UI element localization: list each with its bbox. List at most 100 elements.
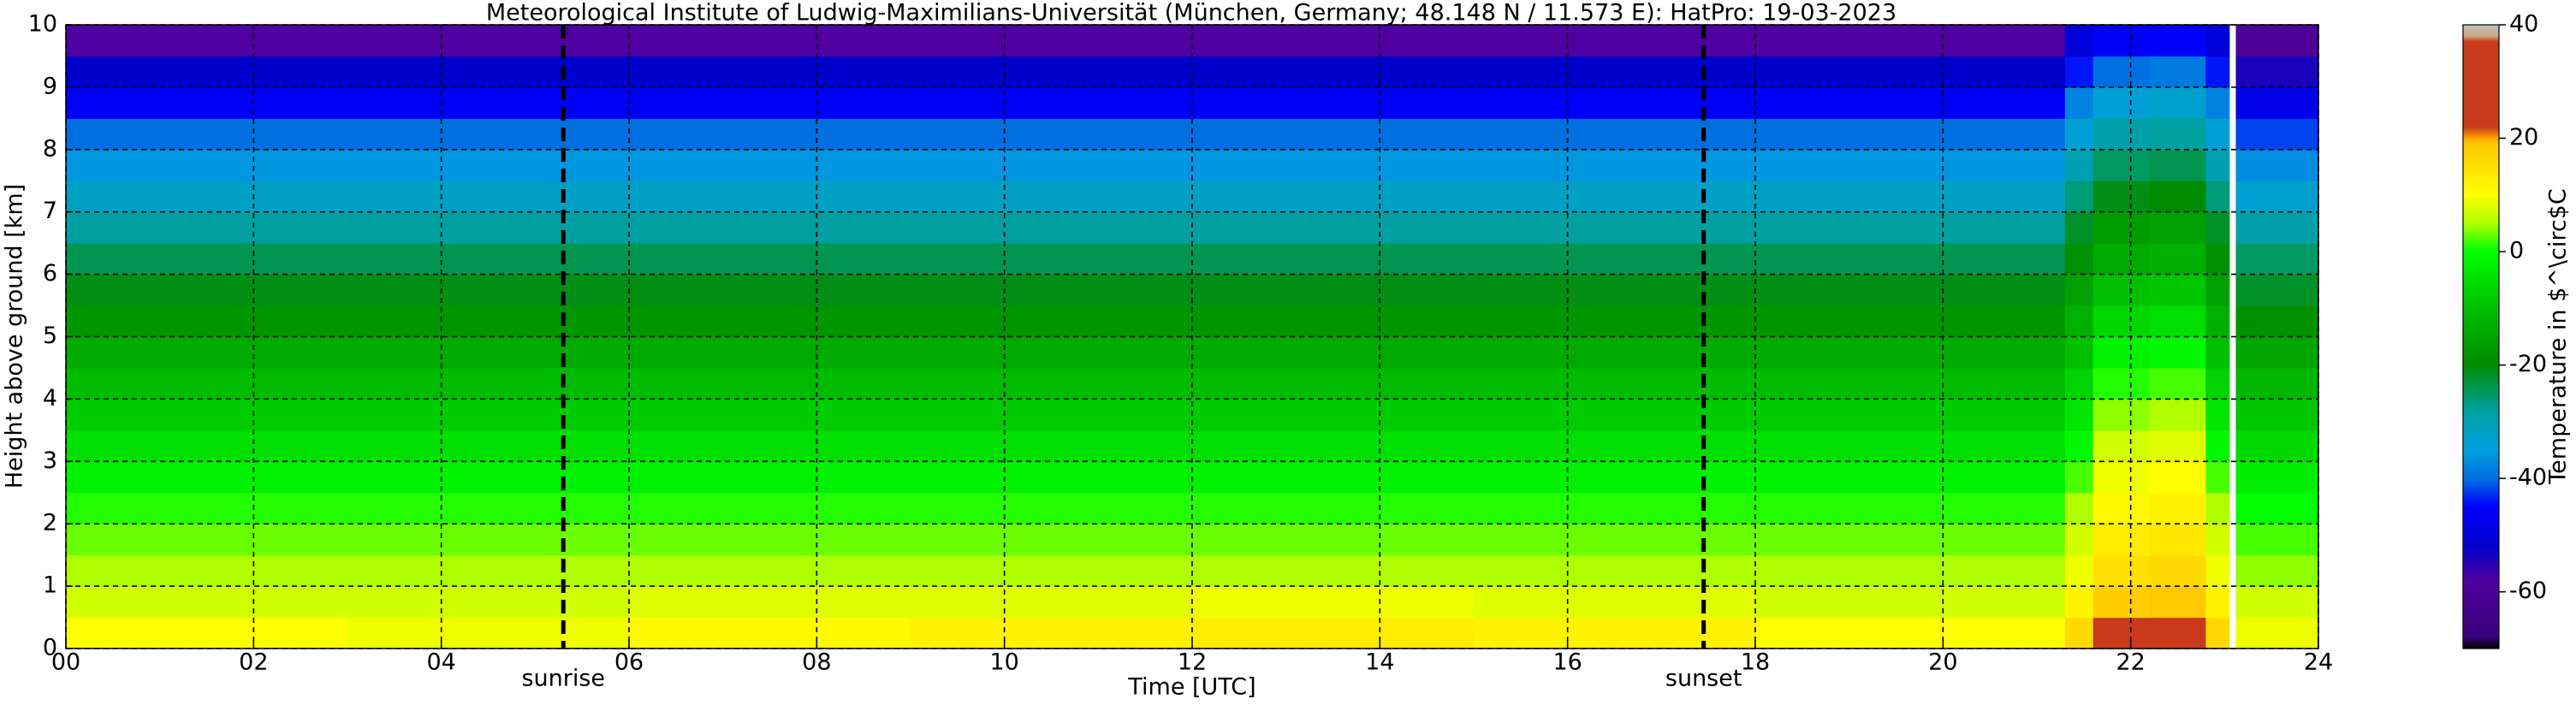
heat-cell — [2235, 336, 2319, 369]
heat-cell — [1755, 336, 2066, 369]
colorbar-tick-label: -20 — [2509, 351, 2547, 377]
heat-cell — [1192, 336, 1475, 369]
heat-cell — [911, 399, 1193, 431]
heat-cell — [2205, 586, 2230, 619]
heat-cell — [629, 492, 911, 524]
heat-cell — [66, 461, 348, 494]
heat-cell — [347, 181, 630, 213]
heat-cell — [1474, 492, 1756, 524]
heat-cell — [911, 25, 1193, 57]
heat-cell — [2235, 274, 2319, 306]
y-axis-label: Height above ground [km] — [2, 184, 28, 489]
heat-cell — [2064, 430, 2094, 462]
heat-cell — [629, 211, 911, 244]
heat-cell — [1474, 586, 1756, 619]
heat-cell — [1755, 274, 2066, 306]
colorbar-tick-label: -60 — [2509, 578, 2547, 604]
heat-cell — [347, 305, 630, 338]
heat-cell — [1192, 461, 1475, 494]
heat-cell — [1755, 305, 2066, 338]
heat-cell — [911, 492, 1193, 524]
heat-cell — [2149, 211, 2206, 244]
heat-cell — [2149, 586, 2206, 619]
x-tick-label: 04 — [426, 649, 455, 676]
heat-cell — [1755, 399, 2066, 431]
heat-cell — [66, 211, 348, 244]
heat-cell — [66, 86, 348, 119]
heat-cell — [911, 305, 1193, 338]
heat-cell — [2149, 430, 2206, 462]
event-label: sunset — [1665, 666, 1742, 692]
heat-cell — [911, 367, 1193, 400]
heat-cell — [66, 554, 348, 587]
heat-cell — [347, 336, 630, 369]
heat-cell — [66, 399, 348, 431]
heat-cell — [66, 492, 348, 524]
heat-cell — [629, 524, 911, 556]
heat-cell — [2092, 461, 2151, 494]
colorbar-tick-label: 40 — [2509, 11, 2538, 38]
heat-cell — [2149, 461, 2206, 494]
heat-cell — [347, 211, 630, 244]
heat-cell — [2149, 25, 2206, 57]
heat-cell — [2205, 524, 2230, 556]
heat-cell — [911, 181, 1193, 213]
heat-cell — [911, 617, 1193, 649]
heat-cell — [1474, 336, 1756, 369]
chart-title: Meteorological Institute of Ludwig-Maxim… — [486, 0, 1896, 27]
heat-cell — [2235, 211, 2319, 244]
heat-cell — [1755, 243, 2066, 275]
x-tick-label: 00 — [51, 649, 80, 676]
heat-cell — [911, 524, 1193, 556]
heat-cell — [1192, 492, 1475, 524]
colorbar-label: Temperature in $^\circ$C — [2545, 188, 2572, 484]
heat-cell — [66, 25, 348, 57]
x-tick-label: 08 — [802, 649, 831, 676]
heat-cell — [2092, 149, 2151, 181]
heat-cell — [2064, 149, 2094, 181]
heat-cell — [629, 56, 911, 88]
heat-cell — [1474, 305, 1756, 338]
heat-cell — [2092, 118, 2151, 151]
heat-cell — [2149, 149, 2206, 181]
heat-cell — [1474, 149, 1756, 181]
heat-cell — [347, 617, 630, 649]
heat-cell — [1755, 181, 2066, 213]
heat-cell — [66, 305, 348, 338]
colorbar-tick-label: 20 — [2509, 124, 2538, 151]
heat-cell — [1755, 86, 2066, 119]
heat-cell — [2149, 274, 2206, 306]
heat-cell — [2205, 25, 2230, 57]
heat-cell — [2235, 617, 2319, 649]
heat-cell — [629, 243, 911, 275]
heat-cell — [2149, 243, 2206, 275]
heat-cell — [2092, 524, 2151, 556]
heat-cell — [2149, 86, 2206, 119]
heat-cell — [2149, 554, 2206, 587]
heat-cell — [2064, 118, 2094, 151]
heat-cell — [629, 586, 911, 619]
heat-cell — [2235, 56, 2319, 88]
heat-cell — [1192, 586, 1475, 619]
heat-cell — [1474, 25, 1756, 57]
heat-cell — [1192, 181, 1475, 213]
heat-cell — [347, 524, 630, 556]
heat-cell — [629, 118, 911, 151]
heat-cell — [347, 586, 630, 619]
x-tick-label: 12 — [1178, 649, 1207, 676]
heat-cell — [2092, 336, 2151, 369]
heat-cell — [66, 586, 348, 619]
heat-cell — [911, 243, 1193, 275]
heat-cell — [2205, 367, 2230, 400]
x-tick-label: 14 — [1365, 649, 1394, 676]
heat-cell — [1755, 461, 2066, 494]
heat-cell — [2235, 461, 2319, 494]
heat-cell — [629, 461, 911, 494]
heat-cell — [2064, 554, 2094, 587]
heat-cell — [2205, 617, 2230, 649]
colorbar — [2462, 24, 2500, 649]
y-tick-label: 8 — [43, 135, 57, 162]
heat-cell — [629, 305, 911, 338]
heat-cell — [2064, 617, 2094, 649]
